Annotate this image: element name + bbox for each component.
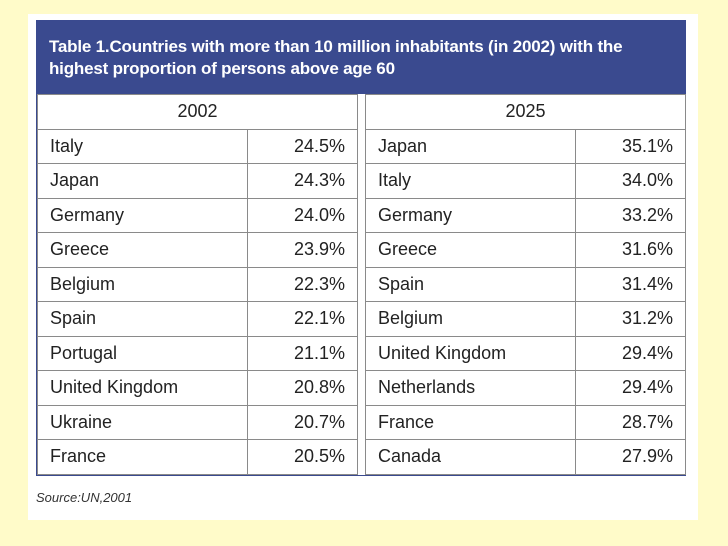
- country-2002-cell: Greece: [37, 232, 248, 268]
- column-gap: [357, 267, 367, 302]
- country-2002-cell: Ukraine: [37, 404, 248, 440]
- column-gap: [357, 301, 367, 336]
- country-2002-cell: Belgium: [37, 266, 248, 302]
- table-row: Spain 22.1% Belgium 31.2%: [37, 301, 687, 337]
- country-2025-cell: Belgium: [365, 301, 577, 337]
- percent-2002-cell: 24.5%: [246, 128, 359, 164]
- table-row: Japan 24.3% Italy 34.0%: [37, 163, 687, 199]
- percent-2002-cell: 24.0%: [246, 197, 359, 233]
- table-row: Italy 24.5% Japan 35.1%: [37, 128, 687, 164]
- country-2025-cell: Italy: [365, 163, 577, 199]
- percent-2002-cell: 21.1%: [246, 335, 359, 371]
- column-gap: [357, 336, 367, 371]
- country-2002-cell: Spain: [37, 301, 248, 337]
- column-gap: [357, 198, 367, 233]
- country-2002-cell: Italy: [37, 128, 248, 164]
- table-row: Germany 24.0% Germany 33.2%: [37, 197, 687, 233]
- source-note: Source:UN,2001: [36, 490, 133, 505]
- slide: Table 1.Countries with more than 10 mill…: [28, 14, 698, 520]
- percent-2025-cell: 28.7%: [575, 404, 687, 440]
- country-2025-cell: Spain: [365, 266, 577, 302]
- table-row: France 20.5% Canada 27.9%: [37, 439, 687, 475]
- country-2002-cell: Japan: [37, 163, 248, 199]
- column-gap: [357, 163, 367, 198]
- percent-2025-cell: 35.1%: [575, 128, 687, 164]
- country-2025-cell: Netherlands: [365, 370, 577, 406]
- percent-2025-cell: 31.2%: [575, 301, 687, 337]
- column-gap: [357, 370, 367, 405]
- data-table: 2002 2025 Italy 24.5% Japan 35.1% Japan 24.3%…: [36, 94, 687, 475]
- country-2025-cell: Japan: [365, 128, 577, 164]
- country-2025-cell: France: [365, 404, 577, 440]
- country-2025-cell: Germany: [365, 197, 577, 233]
- country-2002-cell: France: [37, 439, 248, 475]
- percent-2002-cell: 24.3%: [246, 163, 359, 199]
- percent-2025-cell: 29.4%: [575, 335, 687, 371]
- country-2025-cell: United Kingdom: [365, 335, 577, 371]
- table-title: Table 1.Countries with more than 10 mill…: [37, 21, 685, 94]
- percent-2025-cell: 31.6%: [575, 232, 687, 268]
- header-2025: 2025: [365, 94, 687, 130]
- percent-2025-cell: 33.2%: [575, 197, 687, 233]
- percent-2025-cell: 29.4%: [575, 370, 687, 406]
- percent-2025-cell: 31.4%: [575, 266, 687, 302]
- country-2002-cell: Germany: [37, 197, 248, 233]
- table-row: Belgium 22.3% Spain 31.4%: [37, 266, 687, 302]
- country-2002-cell: Portugal: [37, 335, 248, 371]
- data-table-container: Table 1.Countries with more than 10 mill…: [36, 20, 687, 476]
- percent-2002-cell: 20.8%: [246, 370, 359, 406]
- percent-2002-cell: 20.7%: [246, 404, 359, 440]
- column-gap: [357, 94, 367, 129]
- header-row: 2002 2025: [36, 94, 687, 130]
- column-gap: [357, 129, 367, 164]
- percent-2002-cell: 23.9%: [246, 232, 359, 268]
- table-row: Portugal 21.1% United Kingdom 29.4%: [37, 335, 687, 371]
- header-2002: 2002: [36, 94, 359, 130]
- country-2002-cell: United Kingdom: [37, 370, 248, 406]
- country-2025-cell: Greece: [365, 232, 577, 268]
- percent-2025-cell: 27.9%: [575, 439, 687, 475]
- column-gap: [357, 232, 367, 267]
- country-2025-cell: Canada: [365, 439, 577, 475]
- percent-2002-cell: 20.5%: [246, 439, 359, 475]
- percent-2025-cell: 34.0%: [575, 163, 687, 199]
- table-row: United Kingdom 20.8% Netherlands 29.4%: [37, 370, 687, 406]
- table-row: Ukraine 20.7% France 28.7%: [37, 404, 687, 440]
- percent-2002-cell: 22.1%: [246, 301, 359, 337]
- table-row: Greece 23.9% Greece 31.6%: [37, 232, 687, 268]
- column-gap: [357, 405, 367, 440]
- percent-2002-cell: 22.3%: [246, 266, 359, 302]
- column-gap: [357, 439, 367, 474]
